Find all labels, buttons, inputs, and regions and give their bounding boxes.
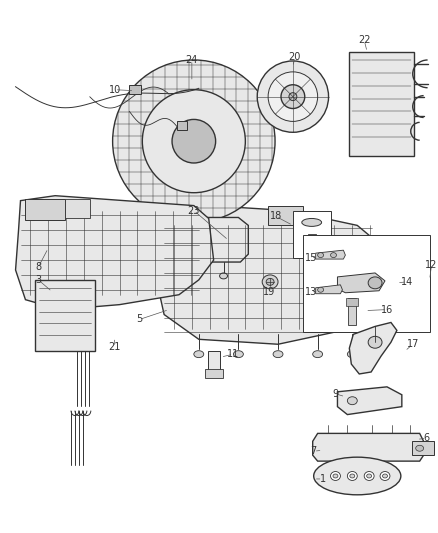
Text: 18: 18 (270, 212, 282, 222)
Ellipse shape (382, 474, 388, 478)
Bar (65, 199, 90, 219)
Ellipse shape (194, 351, 204, 358)
Ellipse shape (314, 457, 401, 495)
Bar (268, 206, 303, 225)
Text: 11: 11 (227, 349, 240, 359)
Text: 12: 12 (425, 260, 438, 270)
Text: 7: 7 (311, 446, 317, 456)
Text: 23: 23 (187, 206, 200, 215)
Text: 21: 21 (109, 342, 121, 352)
Ellipse shape (368, 336, 382, 348)
Text: 3: 3 (35, 275, 42, 285)
Ellipse shape (416, 445, 424, 451)
Polygon shape (16, 196, 214, 310)
Ellipse shape (333, 474, 338, 478)
Ellipse shape (380, 472, 390, 480)
Ellipse shape (172, 119, 215, 163)
Ellipse shape (219, 273, 227, 279)
Bar (208, 351, 219, 373)
Text: 14: 14 (401, 277, 413, 287)
Ellipse shape (331, 253, 336, 257)
Ellipse shape (347, 472, 357, 480)
Ellipse shape (233, 351, 244, 358)
Ellipse shape (273, 351, 283, 358)
Text: 15: 15 (304, 253, 317, 263)
Text: 19: 19 (263, 287, 275, 297)
Polygon shape (313, 433, 424, 461)
Polygon shape (139, 217, 248, 262)
Polygon shape (350, 322, 397, 374)
Ellipse shape (160, 273, 168, 279)
Bar (346, 298, 358, 305)
Ellipse shape (268, 72, 318, 122)
Bar (348, 298, 356, 326)
Ellipse shape (364, 472, 374, 480)
Polygon shape (337, 387, 402, 415)
Text: 1: 1 (320, 474, 326, 484)
Bar (130, 85, 141, 94)
Ellipse shape (262, 275, 278, 289)
Ellipse shape (318, 287, 324, 292)
Ellipse shape (350, 474, 355, 478)
Polygon shape (316, 285, 343, 294)
Ellipse shape (347, 351, 357, 358)
Bar (303, 235, 430, 333)
Ellipse shape (281, 85, 305, 109)
Ellipse shape (289, 93, 297, 101)
Ellipse shape (331, 472, 340, 480)
Polygon shape (316, 250, 346, 259)
Bar (412, 441, 434, 455)
Text: 17: 17 (406, 339, 419, 349)
Text: 24: 24 (186, 55, 198, 65)
Text: 9: 9 (332, 389, 339, 399)
Bar (177, 122, 187, 130)
Bar (35, 280, 95, 351)
Bar (25, 199, 65, 221)
Text: 5: 5 (136, 314, 142, 325)
Text: 8: 8 (35, 262, 42, 272)
Polygon shape (337, 273, 385, 293)
Ellipse shape (368, 277, 382, 289)
Ellipse shape (347, 397, 357, 405)
Ellipse shape (113, 60, 275, 222)
Text: 6: 6 (424, 433, 430, 443)
Bar (308, 235, 316, 252)
Polygon shape (154, 206, 387, 344)
Text: 22: 22 (358, 35, 371, 45)
Text: 10: 10 (109, 85, 121, 95)
Ellipse shape (257, 61, 328, 132)
Ellipse shape (302, 219, 321, 227)
Bar (205, 369, 223, 378)
Bar (293, 211, 331, 258)
Ellipse shape (266, 278, 274, 285)
Ellipse shape (142, 90, 245, 193)
Text: 16: 16 (381, 304, 393, 314)
Bar (350, 52, 414, 156)
Ellipse shape (367, 474, 371, 478)
Text: 20: 20 (289, 52, 301, 62)
Text: 13: 13 (304, 287, 317, 297)
Ellipse shape (318, 253, 324, 257)
Ellipse shape (313, 351, 323, 358)
